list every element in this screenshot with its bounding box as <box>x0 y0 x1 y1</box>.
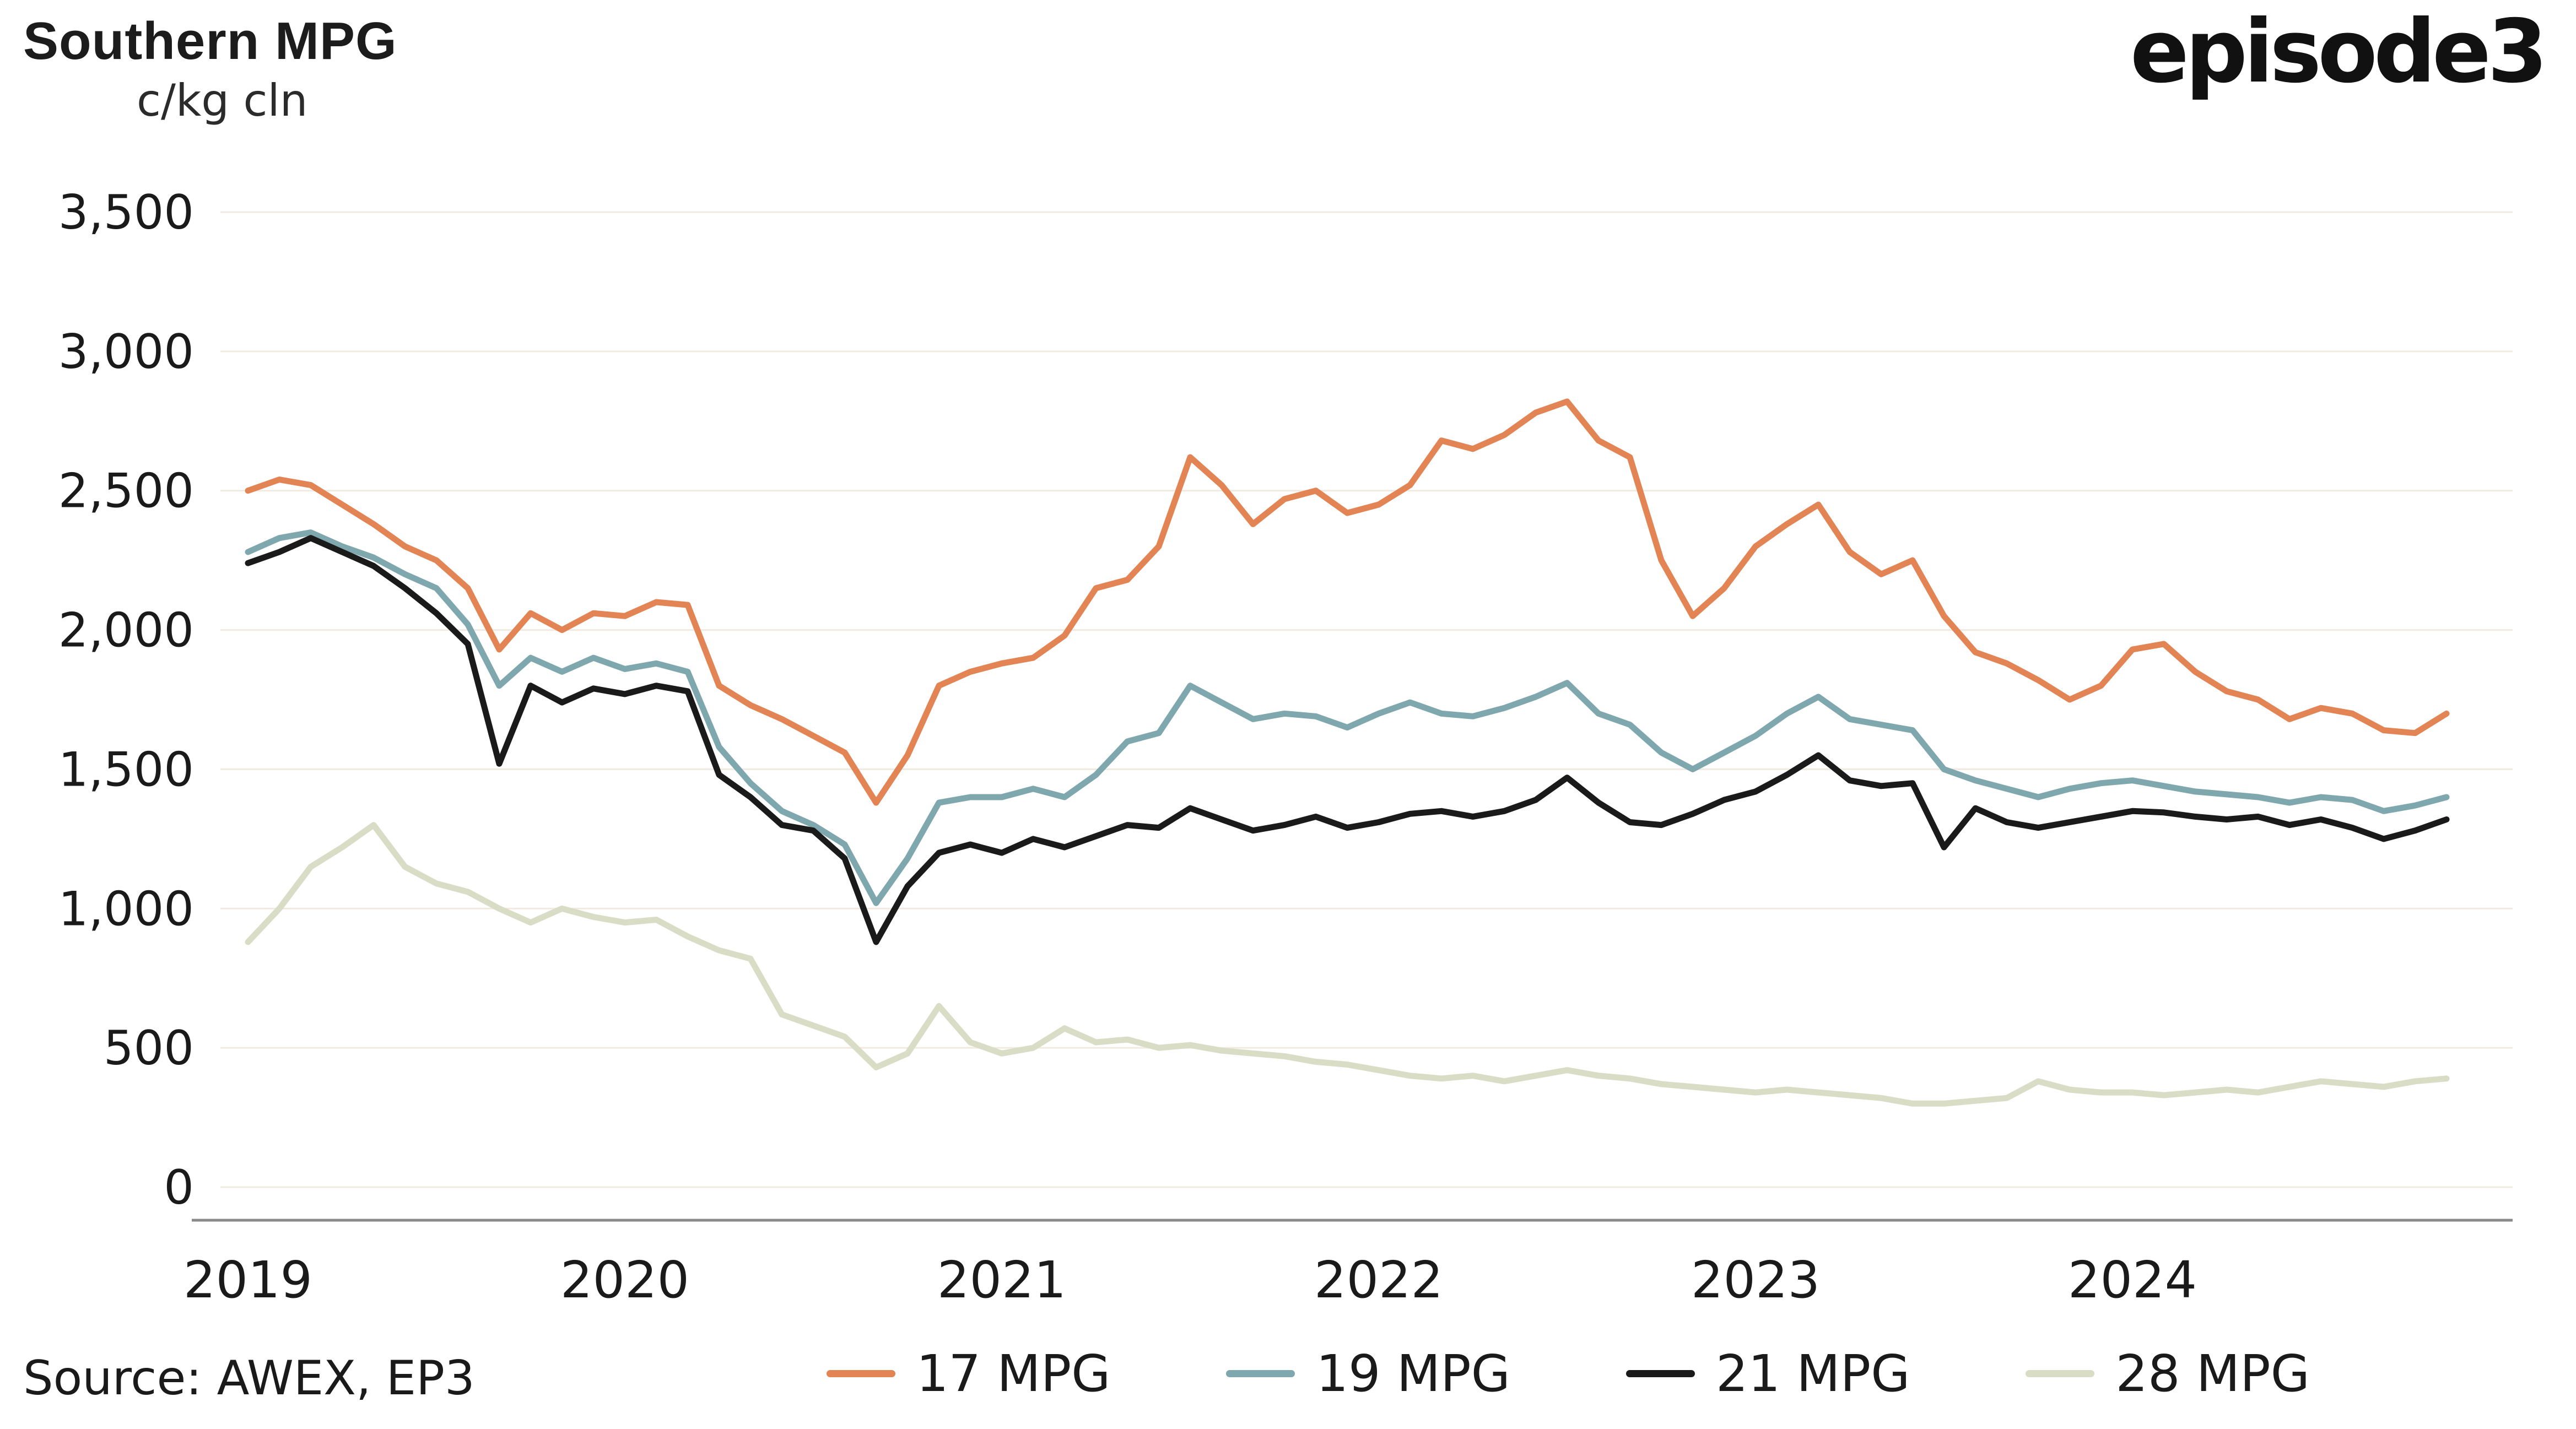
legend-label: 21 MPG <box>1715 1344 1910 1403</box>
episode3-logo: episode3 <box>2130 1 2548 102</box>
legend-item-28mpg: 28 MPG <box>2026 1344 2310 1403</box>
svg-text:2,500: 2,500 <box>58 464 194 519</box>
legend-swatch <box>1226 1370 1295 1377</box>
svg-text:2019: 2019 <box>183 1251 312 1309</box>
legend-item-17mpg: 17 MPG <box>827 1344 1110 1403</box>
chart-legend: 17 MPG 19 MPG 21 MPG 28 MPG <box>827 1344 2310 1403</box>
legend-item-19mpg: 19 MPG <box>1226 1344 1510 1403</box>
svg-text:2021: 2021 <box>937 1251 1066 1309</box>
legend-label: 17 MPG <box>916 1344 1111 1403</box>
svg-text:500: 500 <box>104 1021 194 1076</box>
svg-text:1,000: 1,000 <box>58 881 194 937</box>
svg-text:2020: 2020 <box>560 1251 689 1309</box>
source-note: Source: AWEX, EP3 <box>23 1351 475 1406</box>
svg-text:0: 0 <box>164 1160 194 1215</box>
svg-text:2024: 2024 <box>2068 1251 2197 1309</box>
page-title: Southern MPG <box>23 12 397 71</box>
legend-label: 19 MPG <box>1316 1344 1510 1403</box>
svg-text:2023: 2023 <box>1691 1251 1820 1309</box>
y-axis-units-label: c/kg cln <box>137 75 308 126</box>
svg-text:3,500: 3,500 <box>58 185 194 240</box>
legend-swatch <box>827 1370 895 1377</box>
svg-text:2022: 2022 <box>1314 1251 1443 1309</box>
legend-swatch <box>1625 1370 1695 1377</box>
svg-text:3,000: 3,000 <box>58 324 194 380</box>
legend-swatch <box>2026 1370 2095 1377</box>
svg-text:1,500: 1,500 <box>58 742 194 797</box>
legend-item-21mpg: 21 MPG <box>1625 1344 1910 1403</box>
svg-text:2,000: 2,000 <box>58 603 194 658</box>
legend-label: 28 MPG <box>2115 1344 2310 1403</box>
